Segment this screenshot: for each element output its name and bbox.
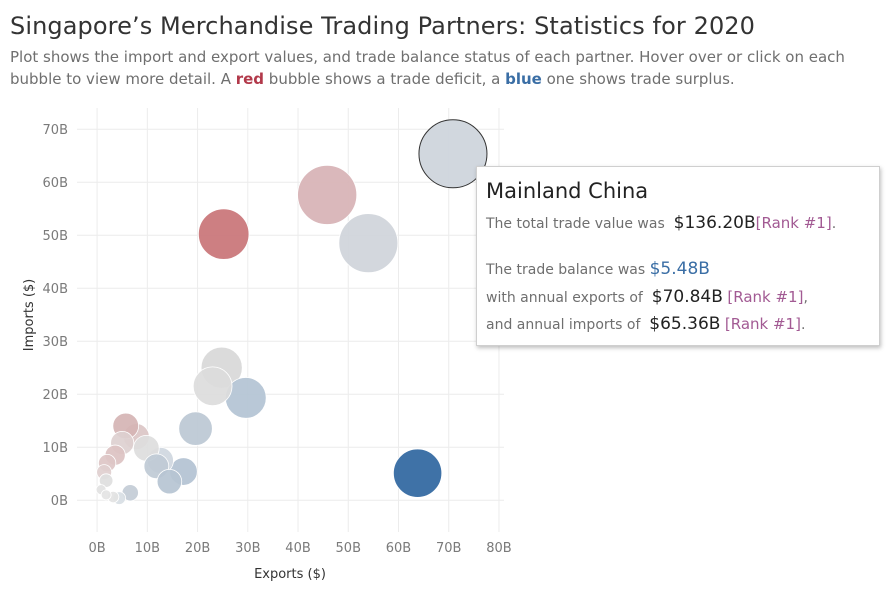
trade-partner-bubble[interactable] [297, 164, 358, 225]
y-tick-label: 40B [43, 282, 68, 297]
tooltip-total-value: $136.20B [673, 213, 756, 233]
trade-partner-bubble[interactable] [418, 119, 488, 189]
tooltip-imports-label: and annual imports of [486, 317, 641, 333]
trade-partner-bubble[interactable] [197, 208, 250, 260]
tooltip-total-line: The total trade value was $136.20B[Rank … [486, 213, 836, 233]
tooltip-exports-rank: [Rank #1] [727, 288, 804, 306]
tooltip-total-label: The total trade value was [486, 216, 665, 232]
trade-partner-bubble[interactable] [338, 213, 399, 274]
x-tick-label: 70B [436, 541, 461, 556]
tooltip-imports-value: $65.36B [649, 314, 721, 334]
grid-lines [77, 108, 504, 532]
trade-partner-bubble[interactable] [392, 448, 443, 498]
tooltip-panel: Mainland China The total trade value was… [476, 166, 880, 346]
tooltip-imports-end: . [800, 317, 806, 333]
tooltip-exports-line: with annual exports of $70.84B [Rank #1]… [486, 287, 808, 307]
page-title: Singapore’s Merchandise Trading Partners… [10, 12, 756, 40]
x-tick-label: 0B [88, 541, 105, 556]
tooltip-exports-label: with annual exports of [486, 290, 643, 306]
tooltip-imports-rank: [Rank #1] [724, 315, 801, 333]
y-axis-title: Imports ($) [22, 279, 37, 351]
tooltip-balance-line: The trade balance was $5.48B [486, 259, 710, 279]
tooltip-balance-value: $5.48B [649, 259, 710, 279]
y-tick-label: 50B [43, 229, 68, 244]
tooltip-total-rank: [Rank #1] [755, 214, 832, 232]
subtitle-red-word: red [235, 70, 265, 88]
y-tick-label: 30B [43, 335, 68, 350]
axis-ticks: 0B 10B 20B 30B 40B 50B 60B 70B 80B 0B 10B 20B 30B 40B… [43, 123, 512, 556]
tooltip-total-end: . [831, 216, 837, 232]
x-tick-label: 60B [386, 541, 411, 556]
x-tick-label: 30B [235, 541, 260, 556]
page-subtitle: Plot shows the import and export values,… [10, 46, 890, 90]
trade-partner-bubble[interactable] [178, 411, 213, 446]
y-tick-label: 20B [43, 388, 68, 403]
subtitle-text-3: one shows trade surplus. [541, 70, 735, 88]
tooltip-title: Mainland China [486, 179, 649, 203]
x-axis-title: Exports ($) [254, 567, 326, 582]
subtitle-text-2: bubble shows a trade deficit, a [264, 70, 506, 88]
subtitle-blue-word: blue [505, 70, 542, 88]
trade-partner-bubble[interactable] [156, 468, 183, 495]
y-tick-label: 10B [43, 441, 68, 456]
y-tick-label: 0B [51, 494, 68, 509]
tooltip-balance-label: The trade balance was [486, 262, 646, 278]
trade-partner-bubble[interactable] [98, 473, 114, 488]
tooltip-exports-value: $70.84B [651, 287, 723, 307]
y-tick-label: 70B [43, 123, 68, 138]
x-tick-label: 10B [135, 541, 160, 556]
tooltip-imports-line: and annual imports of $65.36B [Rank #1]. [486, 314, 805, 334]
trade-partner-bubble[interactable] [100, 489, 112, 501]
y-tick-label: 60B [43, 176, 68, 191]
x-tick-label: 50B [336, 541, 361, 556]
subtitle-text-1: Plot shows the import and export values,… [10, 48, 845, 88]
x-tick-label: 20B [185, 541, 210, 556]
bubble-series[interactable] [95, 119, 488, 505]
tooltip-exports-end: , [803, 290, 808, 306]
trade-partner-bubble[interactable] [192, 366, 233, 407]
x-tick-label: 80B [486, 541, 511, 556]
x-tick-label: 40B [285, 541, 310, 556]
